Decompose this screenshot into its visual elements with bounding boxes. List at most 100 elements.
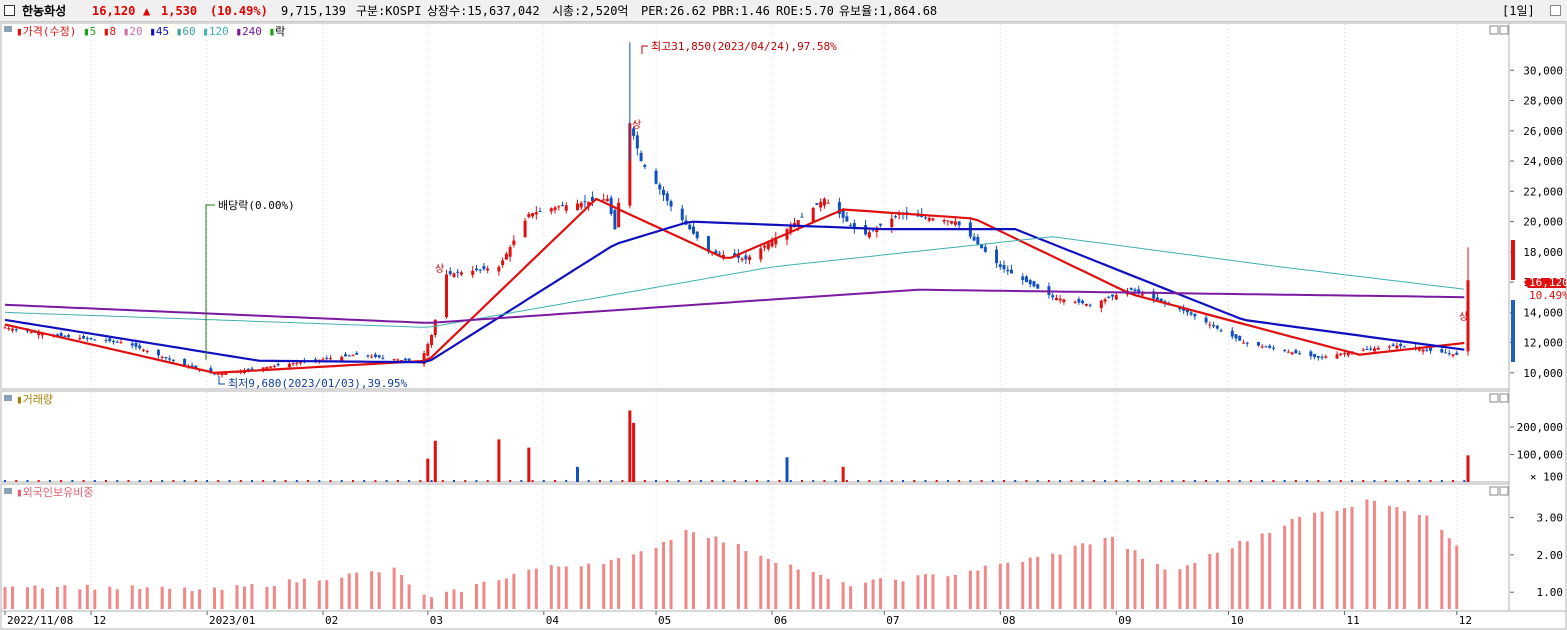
foreign-ratio-bar — [392, 567, 396, 609]
volume-bar-base — [565, 480, 568, 482]
foreign-ratio-bar — [759, 555, 763, 609]
foreign-ratio-bar — [1417, 515, 1421, 609]
foreign-ratio-bar — [1133, 550, 1137, 609]
price-tick-label: 12,000 — [1523, 337, 1563, 350]
price-close-icon[interactable] — [1499, 25, 1509, 35]
candle-body — [63, 335, 67, 337]
volume-panel-icon[interactable] — [4, 395, 12, 401]
foreign-bars — [3, 499, 1459, 609]
candle-body — [1002, 265, 1006, 270]
candle-body — [1036, 284, 1040, 289]
candle-body — [1062, 299, 1066, 303]
candle-body — [980, 244, 984, 249]
foreign-minimize-icon[interactable] — [1489, 486, 1499, 496]
foreign-ratio-bar — [1372, 500, 1376, 609]
foreign-ratio-bar — [1387, 505, 1391, 609]
candle-body — [291, 363, 295, 365]
volume-bar-base — [1249, 480, 1252, 482]
ma-line-240 — [4, 288, 1465, 324]
foreign-ratio-bar — [512, 573, 516, 609]
candle-body — [1365, 348, 1369, 350]
close-icon[interactable] — [1550, 5, 1561, 16]
candle-body — [770, 240, 774, 247]
candle-body — [1324, 356, 1328, 358]
x-tick-label: 02 — [325, 614, 338, 627]
price-panel-icon[interactable] — [4, 26, 12, 32]
foreign-ratio-bar — [1283, 525, 1287, 609]
foreign-tick-label: 1.00 — [1537, 586, 1564, 599]
foreign-ratio-bar — [609, 560, 613, 609]
volume-bar-base — [307, 480, 310, 482]
candle-body — [1421, 349, 1425, 352]
candle-body — [287, 363, 291, 368]
candle-body — [763, 245, 767, 248]
foreign-ratio-bar — [1088, 544, 1092, 609]
candle-body — [718, 253, 722, 255]
volume-bar-base — [194, 480, 197, 482]
volume-bar-base — [812, 480, 815, 482]
candle-body — [774, 237, 778, 245]
x-tick-label: 04 — [546, 614, 560, 627]
candle-body — [1073, 301, 1077, 303]
candle-body — [691, 226, 695, 234]
foreign-close-icon[interactable] — [1499, 486, 1509, 496]
foreign-ratio-bar — [789, 564, 793, 609]
price-tick-label: 14,000 — [1523, 306, 1563, 319]
foreign-ratio-bar — [579, 566, 583, 609]
foreign-ratio-bar — [370, 571, 374, 609]
candle-body — [871, 229, 875, 231]
price-tick-label: 24,000 — [1523, 155, 1563, 168]
volume-minimize-icon[interactable] — [1489, 393, 1499, 403]
foreign-ratio-bar — [168, 588, 172, 609]
foreign-ratio-bar — [879, 578, 883, 609]
candle-body — [497, 266, 501, 272]
foreign-ratio-bar — [946, 576, 950, 609]
foreign-panel-icon[interactable] — [4, 488, 12, 494]
volume-bar — [497, 439, 501, 482]
candle-body — [879, 223, 883, 226]
current-price-label: 16,120 — [1529, 276, 1567, 289]
volume-bar-base — [1081, 480, 1084, 482]
foreign-ratio-bar — [130, 585, 134, 609]
period-button[interactable]: [1일] — [1502, 4, 1535, 18]
candle-body — [1208, 324, 1212, 326]
price-tick-label: 26,000 — [1523, 125, 1563, 138]
candle-body — [422, 353, 426, 365]
candle-body — [14, 329, 18, 331]
candle-body — [1268, 345, 1272, 348]
foreign-ratio-bar — [1140, 558, 1144, 609]
volume-bar-base — [868, 480, 871, 482]
candle-body — [1335, 354, 1339, 359]
candle-body — [590, 196, 594, 202]
volume-bar-base — [902, 480, 905, 482]
candle-body — [512, 240, 516, 245]
volume-bar-base — [1003, 480, 1006, 482]
foreign-ratio-bar — [422, 594, 426, 609]
volume-bar-base — [60, 480, 63, 482]
candle-body — [1395, 345, 1399, 349]
price-tick-label: 22,000 — [1523, 185, 1563, 198]
volume-bar-base — [991, 480, 994, 482]
current-pct-label: 10.49% — [1529, 289, 1567, 302]
volume-bar-base — [228, 480, 231, 482]
candle-body — [1387, 346, 1391, 348]
price-minimize-icon[interactable] — [1489, 25, 1499, 35]
volume-bar-base — [1272, 480, 1275, 482]
candle-body — [1264, 346, 1268, 348]
volume-bar-base — [15, 480, 18, 482]
candle-body — [89, 337, 93, 340]
volume-bar-base — [1362, 480, 1365, 482]
volume-bar-base — [1452, 480, 1455, 482]
foreign-ratio-bar — [1395, 507, 1399, 609]
candle-body — [141, 349, 145, 351]
candle-body — [504, 253, 508, 260]
volume-close-icon[interactable] — [1499, 393, 1509, 403]
volume-bar-base — [262, 480, 265, 482]
select-checkbox[interactable] — [4, 5, 15, 16]
candle-body — [946, 220, 950, 222]
foreign-ratio-bar — [1073, 545, 1077, 609]
volume-bar — [632, 422, 636, 482]
candle-body — [1099, 300, 1103, 309]
candle-body — [894, 216, 898, 218]
foreign-ratio-bar — [1313, 512, 1317, 609]
